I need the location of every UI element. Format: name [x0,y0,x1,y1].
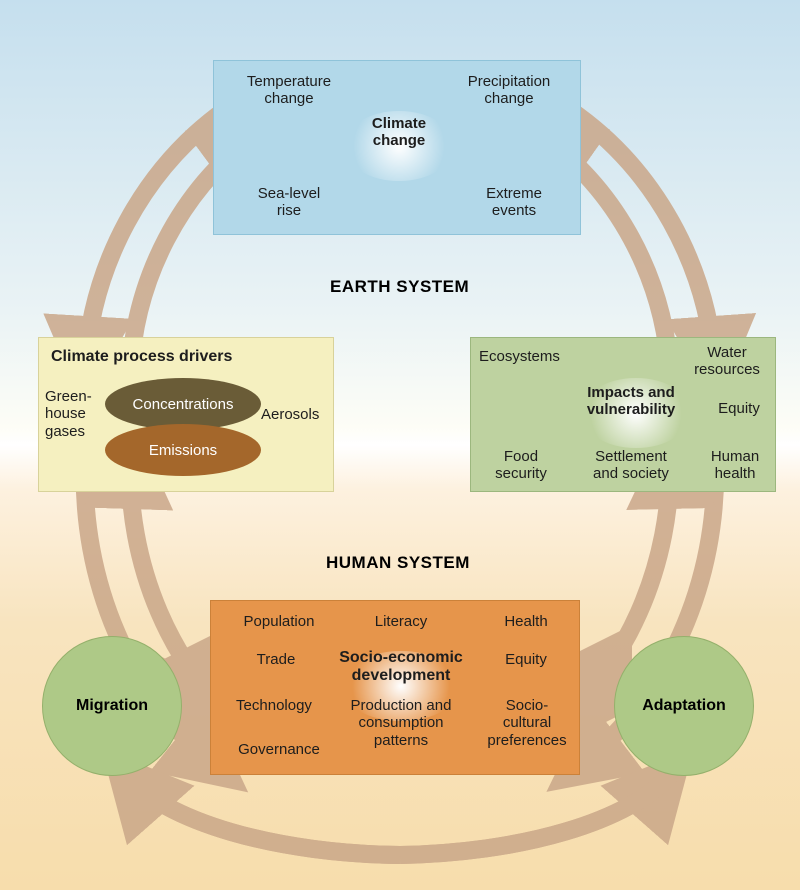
drivers-title: Climate process drivers [51,348,281,366]
drivers-right: Aerosols [261,406,331,423]
socio-r1a: Population [229,613,329,630]
socio-title: Socio-economic development [321,649,481,686]
box-impacts: Impacts and vulnerability Ecosystems Wat… [470,337,776,492]
socio-r2a: Trade [241,651,311,668]
drivers-left: Green- house gases [39,388,105,440]
impacts-br: Human health [697,448,773,483]
socio-r3c: Socio- cultural preferences [477,697,577,749]
impacts-tr: Water resources [681,344,773,379]
socio-r2c: Equity [491,651,561,668]
climate-title: Climate change [354,115,444,150]
socio-r4a: Governance [219,741,339,758]
climate-bl: Sea-level rise [234,185,344,220]
impacts-title: Impacts and vulnerability [566,384,696,419]
impacts-mr: Equity [709,400,769,417]
box-drivers: Climate process drivers Green- house gas… [38,337,334,492]
socio-r1c: Health [486,613,566,630]
box-socio: Socio-economic development Population Li… [210,600,580,775]
impacts-bl: Food security [481,448,561,483]
socio-r1b: Literacy [356,613,446,630]
section-human: HUMAN SYSTEM [326,553,470,573]
section-earth: EARTH SYSTEM [330,277,469,297]
drivers-oval-concentrations: Concentrations [105,378,261,430]
circle-migration: Migration [42,636,182,776]
impacts-bm: Settlement and society [571,448,691,483]
impacts-tl: Ecosystems [479,348,589,365]
socio-r3a: Technology [219,697,329,714]
climate-br: Extreme events [459,185,569,220]
circle-adaptation: Adaptation [614,636,754,776]
drivers-oval-emissions: Emissions [105,424,261,476]
box-climate-change: Climate change Temperature change Precip… [213,60,581,235]
socio-r3b: Production and consumption patterns [331,697,471,749]
climate-tl: Temperature change [224,73,354,108]
climate-tr: Precipitation change [449,73,569,108]
